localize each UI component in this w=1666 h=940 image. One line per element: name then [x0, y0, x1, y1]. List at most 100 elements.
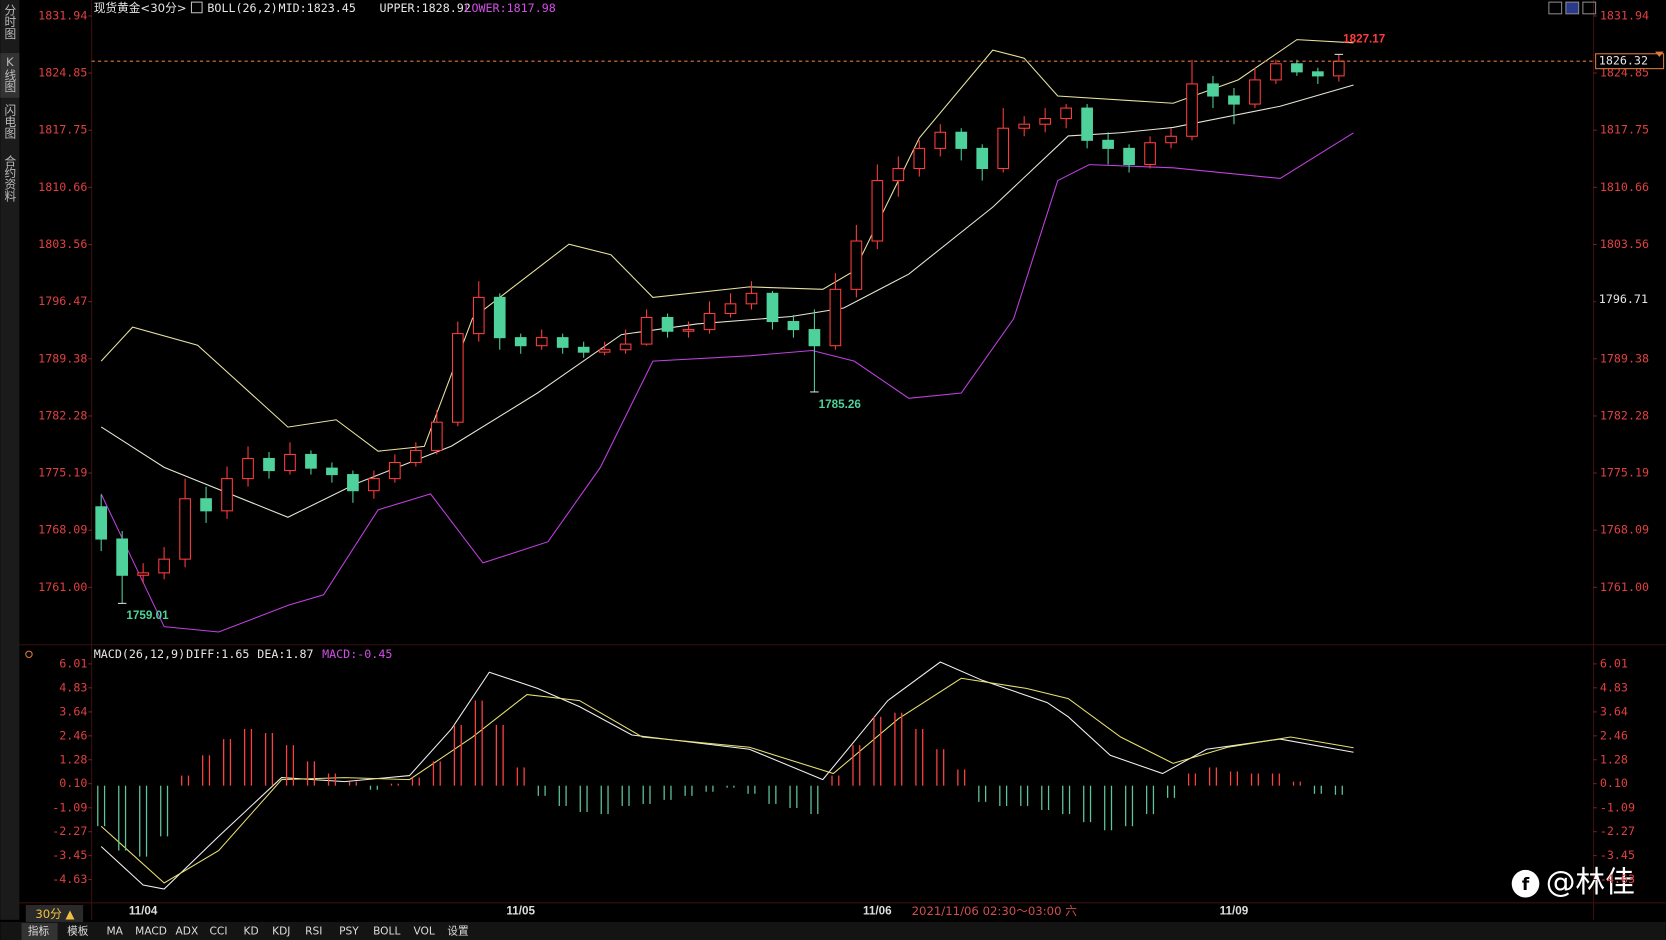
sidebar-tab[interactable]: 闪电图: [3, 103, 17, 139]
candle-body: [787, 321, 800, 331]
candle-body: [766, 292, 779, 323]
x-tick-label: 11/09: [1220, 904, 1249, 917]
candle-body: [808, 329, 821, 347]
extreme-label: 1759.01: [126, 609, 169, 622]
toolbar-tab[interactable]: 模板: [67, 925, 89, 938]
panel-icon[interactable]: [25, 650, 33, 658]
sidebar-tab-active: [0, 53, 20, 98]
toolbar-tab[interactable]: 设置: [447, 925, 469, 938]
candle-body: [724, 303, 737, 315]
candle-body: [1312, 71, 1324, 77]
toolbar-tab[interactable]: BOLL: [373, 925, 400, 938]
indicator-line: [100, 132, 1354, 633]
y-tick-label: -1.09: [52, 800, 87, 814]
y-tick-label: 2.46: [59, 728, 87, 742]
sidebar-tab[interactable]: K线图: [3, 55, 17, 93]
candle-body: [1060, 107, 1072, 120]
candle-body: [284, 453, 296, 472]
extreme-label: 1785.26: [819, 398, 862, 411]
toolbar-tab[interactable]: 指标: [28, 925, 50, 938]
y-tick-label-right: 1782.28: [1600, 408, 1649, 422]
toolbar-tab[interactable]: KDJ: [272, 925, 290, 938]
candle-body: [1291, 63, 1303, 73]
y-tick-label: -2.27: [52, 824, 87, 838]
candle-body: [892, 167, 905, 182]
y-tick-label-right: -2.27: [1600, 824, 1635, 838]
candle-body: [1144, 142, 1156, 166]
candle-body: [1270, 63, 1282, 81]
candle-body: [389, 461, 401, 480]
candle-body: [409, 449, 422, 464]
candle-body: [850, 240, 863, 290]
candle-body: [493, 296, 506, 339]
toolbar-tab[interactable]: PSY: [339, 925, 359, 938]
window-button[interactable]: [1548, 1, 1563, 15]
indicator-icon[interactable]: [190, 1, 203, 14]
crosshair-label: 1796.71: [1599, 292, 1648, 306]
period[interactable]: 30分 ▲: [35, 907, 74, 921]
toolbar-tab-active: [21, 923, 58, 940]
toolbar-tab[interactable]: KD: [244, 925, 259, 938]
y-tick-label-right: 6.01: [1600, 656, 1628, 670]
candle-body: [934, 131, 947, 149]
toolbar-tab[interactable]: RSI: [305, 925, 322, 938]
candle-body: [263, 457, 275, 472]
y-tick-label: 1.28: [59, 752, 87, 766]
y-tick-label-right: 0.10: [1600, 776, 1628, 790]
candle-body: [368, 478, 380, 492]
window-button[interactable]: [1582, 1, 1597, 15]
y-tick-label-right: 1789.38: [1600, 351, 1649, 365]
y-tick-label: 1768.09: [38, 523, 87, 537]
y-tick-label: 1803.56: [38, 237, 87, 251]
indicator-value: DEA:1.87: [257, 647, 313, 661]
sidebar-tab[interactable]: 合约资料: [3, 154, 17, 202]
last-price-arrow: [1655, 51, 1664, 57]
candle-body: [577, 346, 590, 353]
candle-body: [997, 127, 1010, 170]
toolbar-tab[interactable]: ADX: [176, 925, 199, 938]
last-price-label: 1826.32: [1599, 54, 1648, 68]
y-tick-label-right: 1761.00: [1600, 580, 1649, 594]
x-tick-label: 11/06: [863, 904, 892, 917]
candle-body: [976, 147, 989, 170]
y-tick-label-right: 4.83: [1600, 680, 1628, 694]
toolbar-tab[interactable]: MA: [106, 925, 123, 938]
watermark-logo: [1511, 869, 1540, 898]
window-button[interactable]: [1565, 1, 1580, 15]
y-tick-label: 1782.28: [38, 408, 87, 422]
crosshair-box: [1595, 292, 1664, 308]
y-tick-label: 0.10: [59, 776, 87, 790]
candle-body: [242, 457, 254, 480]
candle-body: [1333, 60, 1345, 77]
candle-body: [535, 337, 548, 347]
sidebar-tab[interactable]: 分时图: [3, 4, 17, 40]
toolbar-tab[interactable]: MACD: [135, 925, 167, 938]
candle-body: [1081, 107, 1093, 141]
y-tick-label-right: 1831.94: [1600, 8, 1649, 22]
indicator-value: LOWER:1817.98: [464, 1, 555, 15]
y-tick-label: -4.63: [52, 872, 87, 886]
candle-body: [1123, 147, 1135, 166]
candle-body: [829, 288, 842, 347]
y-tick-label-right: 1817.75: [1600, 123, 1649, 137]
y-tick-label-right: 1775.19: [1600, 466, 1649, 480]
candle-body: [451, 333, 464, 423]
candle-body: [1102, 139, 1114, 149]
candle-body: [661, 316, 674, 332]
candle-body: [871, 180, 884, 242]
candle-body: [472, 296, 485, 335]
candle-body: [619, 343, 632, 351]
y-tick-label: 1824.85: [38, 66, 87, 80]
indicator-value: DIFF:1.65: [186, 647, 249, 661]
watermark-logo-mark: f: [1522, 875, 1530, 895]
y-tick-label-right: 1803.56: [1600, 237, 1649, 251]
period-button[interactable]: [25, 904, 84, 922]
y-tick-label: 6.01: [59, 656, 87, 670]
candle-body: [913, 147, 926, 170]
toolbar-tab[interactable]: CCI: [210, 925, 228, 938]
candle-body: [326, 467, 338, 476]
y-tick-label-right: 2.46: [1600, 728, 1628, 742]
toolbar-tab[interactable]: VOL: [413, 925, 434, 938]
candle-body: [640, 316, 653, 345]
